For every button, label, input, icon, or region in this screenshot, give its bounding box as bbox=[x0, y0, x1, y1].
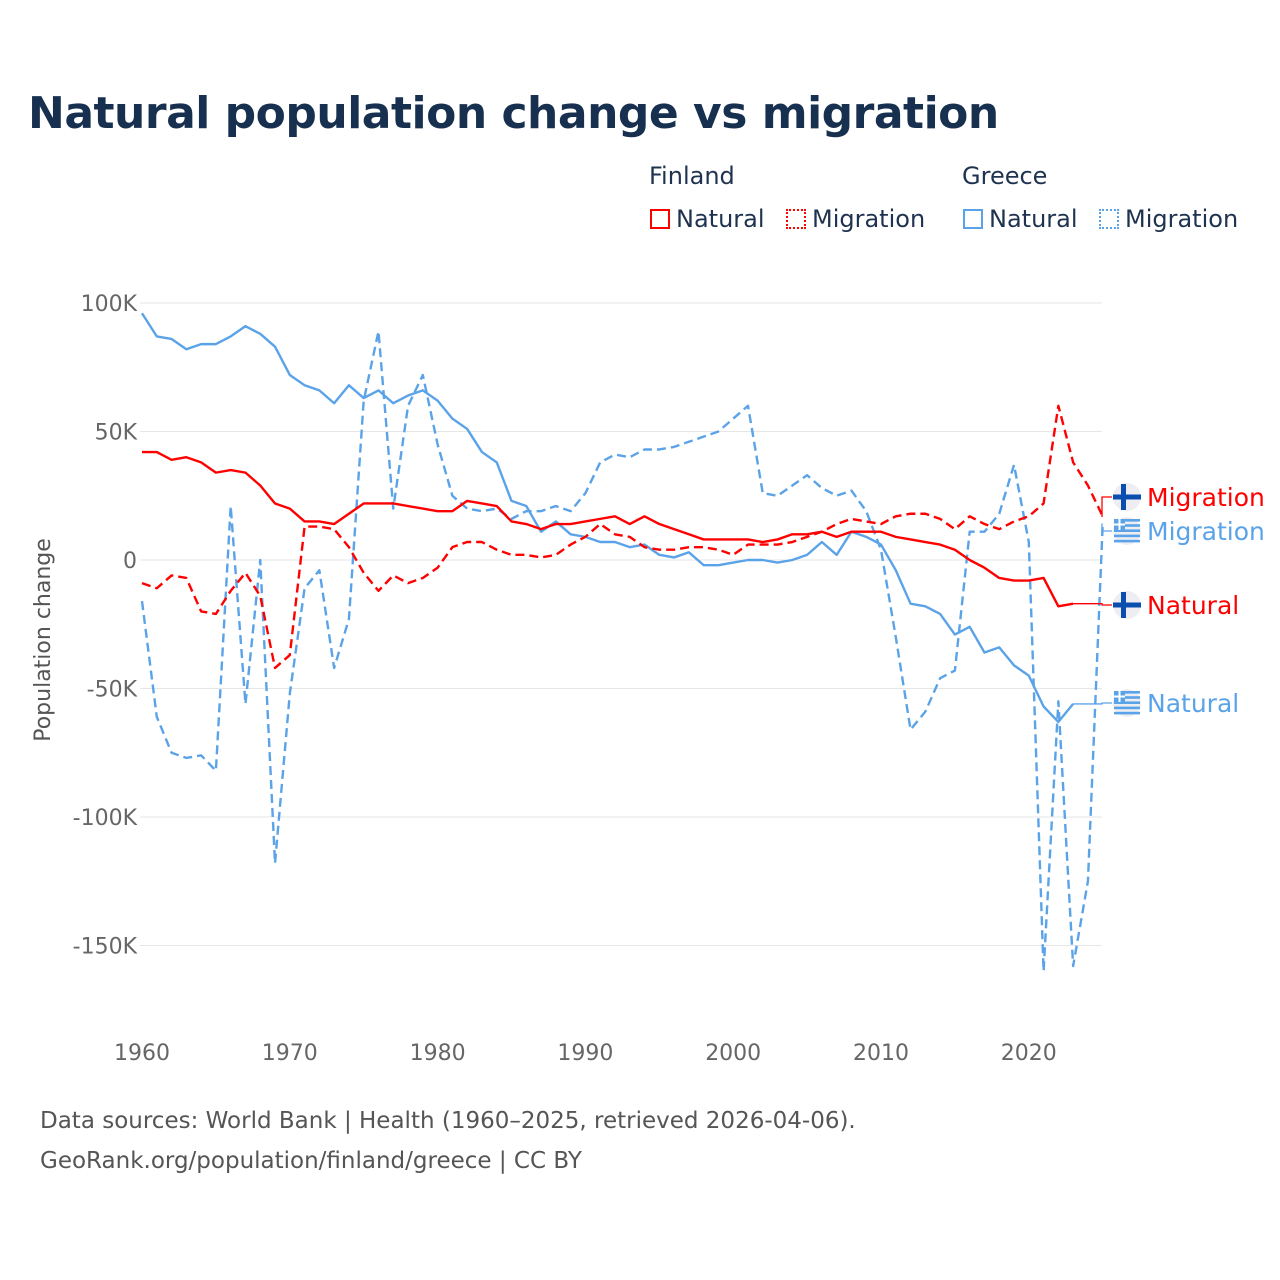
series-line-greece-migration bbox=[140, 330, 1104, 973]
legend-greece-natural[interactable]: Natural bbox=[963, 205, 1078, 233]
series-line-greece-natural bbox=[140, 312, 1075, 724]
series-line-finland-migration bbox=[141, 404, 1104, 670]
legend-group-greece: Greece bbox=[962, 162, 1048, 190]
legend-label: Migration bbox=[812, 205, 926, 233]
flag-icon-finland bbox=[1113, 483, 1141, 511]
flag-stripe bbox=[1114, 711, 1140, 715]
legend-label: Natural bbox=[676, 205, 765, 233]
footer-link[interactable]: GeoRank.org/population/finland/greece | … bbox=[40, 1148, 582, 1174]
flag-cross bbox=[1113, 602, 1141, 608]
end-label: Natural bbox=[1147, 591, 1239, 620]
flag-stripe bbox=[1114, 524, 1140, 527]
flag-stripe bbox=[1114, 539, 1140, 543]
legend-finland-natural[interactable]: Natural bbox=[650, 205, 765, 233]
flag-cross bbox=[1121, 484, 1126, 510]
legend-swatch-solid bbox=[963, 209, 983, 229]
legend-label: Migration bbox=[1125, 205, 1239, 233]
flag-stripe bbox=[1114, 534, 1140, 538]
end-label-connector bbox=[1073, 603, 1112, 606]
legend-group-finland: Finland bbox=[649, 162, 735, 190]
end-label-connector bbox=[1101, 523, 1112, 532]
flag-stripe bbox=[1114, 519, 1140, 522]
x-tick-label: 1970 bbox=[262, 1041, 318, 1066]
y-tick-label: 100K bbox=[81, 292, 138, 317]
flag-cross bbox=[1113, 494, 1141, 500]
y-tick-label: -50K bbox=[87, 678, 138, 703]
y-axis-label: Population change bbox=[31, 538, 56, 742]
chart-title: Natural population change vs migration bbox=[28, 88, 999, 139]
end-label-connector bbox=[1101, 496, 1112, 517]
end-label-connector bbox=[1073, 702, 1112, 705]
flag-stripe bbox=[1114, 701, 1140, 704]
end-label: Natural bbox=[1147, 689, 1239, 718]
x-tick-label: 2000 bbox=[705, 1041, 761, 1066]
end-label: Migration bbox=[1147, 517, 1265, 546]
flag-icon-finland bbox=[1113, 591, 1141, 619]
flag-cross bbox=[1114, 523, 1125, 526]
flag-icon-greece bbox=[1113, 689, 1141, 717]
flag-cross bbox=[1114, 695, 1125, 698]
x-tick-label: 1990 bbox=[557, 1041, 613, 1066]
legend-label: Natural bbox=[989, 205, 1078, 233]
series-line-finland-natural bbox=[142, 450, 1074, 608]
flag-stripe bbox=[1114, 706, 1140, 710]
x-tick-label: 2020 bbox=[1001, 1041, 1057, 1066]
x-tick-label: 1960 bbox=[114, 1041, 170, 1066]
y-tick-label: 50K bbox=[95, 421, 138, 446]
legend-swatch-dotted bbox=[1099, 209, 1119, 229]
end-label: Migration bbox=[1147, 483, 1265, 512]
footer-sources: Data sources: World Bank | Health (1960–… bbox=[40, 1108, 856, 1134]
y-tick-label: 0 bbox=[123, 549, 137, 574]
legend-swatch-solid bbox=[650, 209, 670, 229]
legend-greece-migration[interactable]: Migration bbox=[1099, 205, 1238, 233]
x-tick-label: 2010 bbox=[853, 1041, 909, 1066]
x-tick-label: 1980 bbox=[410, 1041, 466, 1066]
y-tick-label: -100K bbox=[73, 806, 138, 831]
legend-swatch-dotted bbox=[786, 209, 806, 229]
flag-stripe bbox=[1114, 691, 1140, 694]
flag-cross bbox=[1121, 592, 1126, 618]
y-tick-label: -150K bbox=[73, 935, 138, 960]
legend-finland-migration[interactable]: Migration bbox=[786, 205, 925, 233]
flag-stripe bbox=[1114, 696, 1140, 699]
flag-stripe bbox=[1114, 529, 1140, 532]
flag-icon-greece bbox=[1113, 517, 1141, 545]
